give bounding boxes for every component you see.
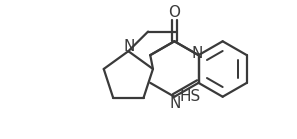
Text: N: N: [170, 96, 181, 111]
Text: O: O: [168, 5, 180, 20]
Text: HS: HS: [180, 89, 201, 104]
Text: N: N: [124, 39, 135, 54]
Text: N: N: [192, 46, 203, 61]
